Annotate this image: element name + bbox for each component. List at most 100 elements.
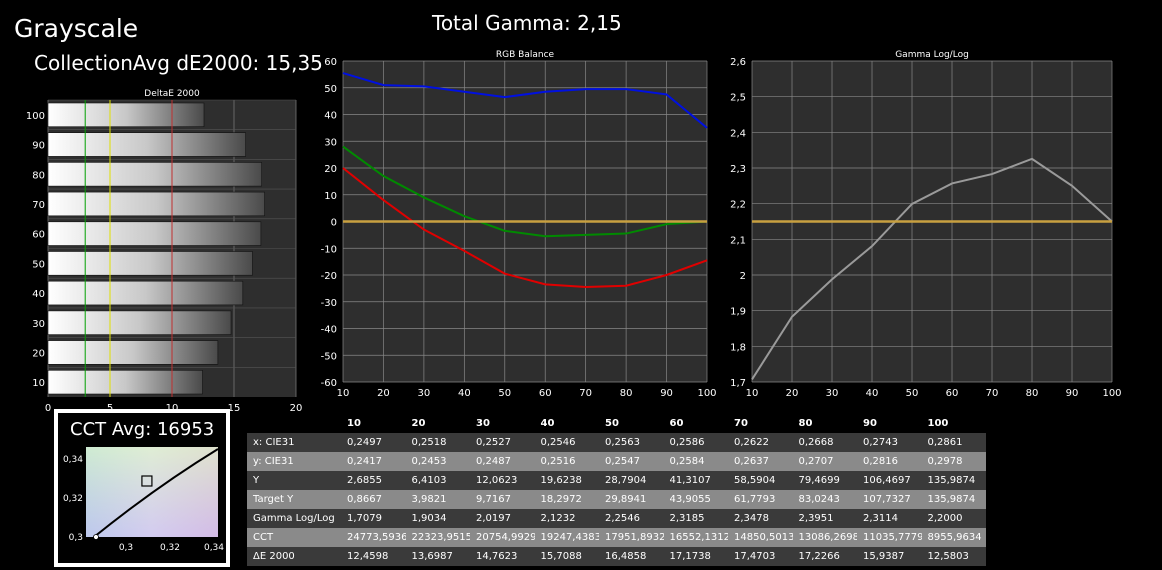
- table-cell: 1,9034: [405, 509, 470, 528]
- table-cell: 2,3951: [792, 509, 857, 528]
- x-tick-label: 0,32: [160, 543, 180, 553]
- x-tick-label: 30: [826, 388, 839, 399]
- table-column-header: 80: [792, 414, 857, 433]
- table-column-header: 50: [599, 414, 664, 433]
- x-tick-label: 60: [946, 388, 959, 399]
- y-tick-label: -50: [321, 351, 337, 362]
- table-cell: 2,3478: [728, 509, 793, 528]
- table-cell: 16,4858: [599, 547, 664, 566]
- table-cell: 17,1738: [663, 547, 728, 566]
- table-cell: 22323,9515: [405, 528, 470, 547]
- y-tick-label: 20: [32, 348, 45, 359]
- y-tick-label: 60: [324, 57, 337, 68]
- table-row-label: Y: [247, 471, 341, 490]
- table-cell: 0,2622: [728, 433, 793, 452]
- chart-title: RGB Balance: [496, 50, 555, 60]
- y-tick-label: 10: [324, 191, 337, 202]
- y-tick-label: 60: [32, 230, 45, 241]
- delta-e-bar-chart: DeltaE 2000 0 5 10 15 20 100 90 80 70 60 50 40 30 20 10: [26, 89, 302, 414]
- table-cell: 0,2586: [663, 433, 728, 452]
- table-row: Y 2,6855 6,4103 12,0623 19,6238 28,7904 41,310…: [247, 471, 986, 490]
- table-cell: 20754,9929: [470, 528, 535, 547]
- table-cell: 0,2563: [599, 433, 664, 452]
- red-series-line: [342, 167, 708, 289]
- table-cell: 2,0197: [470, 509, 535, 528]
- cct-chromaticity-panel: CCT Avg: 16953 0,34 0,32 0,3 0,3 0,32 0,34: [54, 409, 230, 567]
- blue-series-line: [342, 72, 708, 129]
- x-tick-label: 0: [45, 403, 51, 414]
- x-tick-label: 0,34: [204, 543, 224, 553]
- y-tick-label: 100: [26, 111, 45, 122]
- x-tick-label: 70: [579, 388, 592, 399]
- table-cell: 17,4703: [728, 547, 793, 566]
- table-cell: 17,2266: [792, 547, 857, 566]
- table-cell: 19247,4383: [534, 528, 599, 547]
- table-cell: 41,3107: [663, 471, 728, 490]
- table-row: x: CIE31 0,2497 0,2518 0,2527 0,2546 0,2563 0,…: [247, 433, 986, 452]
- y-tick-label: 2,2: [730, 200, 746, 211]
- x-tick-label: 90: [660, 388, 673, 399]
- delta-e-bar: [47, 162, 262, 187]
- x-tick-label: 40: [866, 388, 879, 399]
- table-cell: 135,9874: [921, 490, 986, 509]
- table-cell: 0,2518: [405, 433, 470, 452]
- x-tick-label: 5: [107, 403, 113, 414]
- table-cell: 1,7079: [341, 509, 406, 528]
- table-cell: 0,2668: [792, 433, 857, 452]
- table-cell: 43,9055: [663, 490, 728, 509]
- y-tick-label: 1,8: [730, 342, 746, 353]
- y-tick-label: -10: [321, 244, 337, 255]
- table-cell: 0,2547: [599, 452, 664, 471]
- table-column-header: 60: [663, 414, 728, 433]
- y-tick-label: 30: [32, 319, 45, 330]
- x-tick-label: 90: [1066, 388, 1079, 399]
- table-cell: 0,8667: [341, 490, 406, 509]
- table-row-label: Target Y: [247, 490, 341, 509]
- table-cell: 0,2584: [663, 452, 728, 471]
- delta-e-bar: [47, 310, 232, 335]
- table-column-header: [247, 414, 341, 433]
- table-cell: 0,2978: [921, 452, 986, 471]
- x-tick-label: 50: [906, 388, 919, 399]
- delta-e-bar: [47, 132, 246, 157]
- table-cell: 0,2417: [341, 452, 406, 471]
- table-cell: 8955,9634: [921, 528, 986, 547]
- table-cell: 6,4103: [405, 471, 470, 490]
- table-cell: 9,7167: [470, 490, 535, 509]
- table-row: CCT 24773,5936 22323,9515 20754,9929 19247,4…: [247, 528, 986, 547]
- gamma-series-line: [751, 157, 1113, 381]
- table-cell: 16552,1312: [663, 528, 728, 547]
- delta-e-bar: [47, 280, 244, 306]
- y-tick-label: 2,4: [730, 128, 746, 139]
- table-cell: 14850,5013: [728, 528, 793, 547]
- delta-e-bar: [47, 369, 203, 395]
- table-row: Gamma Log/Log 1,7079 1,9034 2,0197 2,1232 2,2…: [247, 509, 986, 528]
- table-column-header: 30: [470, 414, 535, 433]
- y-tick-label: -20: [321, 271, 337, 282]
- table-cell: 2,6855: [341, 471, 406, 490]
- y-tick-label: -60: [321, 378, 337, 389]
- table-cell: 106,4697: [857, 471, 922, 490]
- table-cell: 0,2637: [728, 452, 793, 471]
- table-row-label: x: CIE31: [247, 433, 341, 452]
- y-tick-label: -40: [321, 325, 337, 336]
- table-column-header: 10: [341, 414, 406, 433]
- y-tick-label: 2,1: [730, 235, 746, 246]
- y-tick-label: 2,3: [730, 164, 746, 175]
- x-tick-label: 60: [539, 388, 552, 399]
- cct-chromaticity-chart: 0,34 0,32 0,3 0,3 0,32 0,34: [63, 447, 224, 553]
- x-tick-label: 10: [337, 388, 350, 399]
- x-tick-label: 0,3: [119, 543, 133, 553]
- table-cell: 13,6987: [405, 547, 470, 566]
- y-tick-label: 0: [331, 218, 337, 229]
- y-tick-label: 40: [324, 111, 337, 122]
- table-cell: 2,2000: [921, 509, 986, 528]
- y-tick-label: 50: [32, 259, 45, 270]
- y-tick-label: 1,7: [730, 378, 746, 389]
- table-cell: 0,2516: [534, 452, 599, 471]
- x-tick-label: 100: [697, 388, 716, 399]
- x-tick-label: 100: [1102, 388, 1121, 399]
- delta-e-bar: [47, 221, 262, 246]
- table-cell: 79,4699: [792, 471, 857, 490]
- x-tick-label: 10: [746, 388, 759, 399]
